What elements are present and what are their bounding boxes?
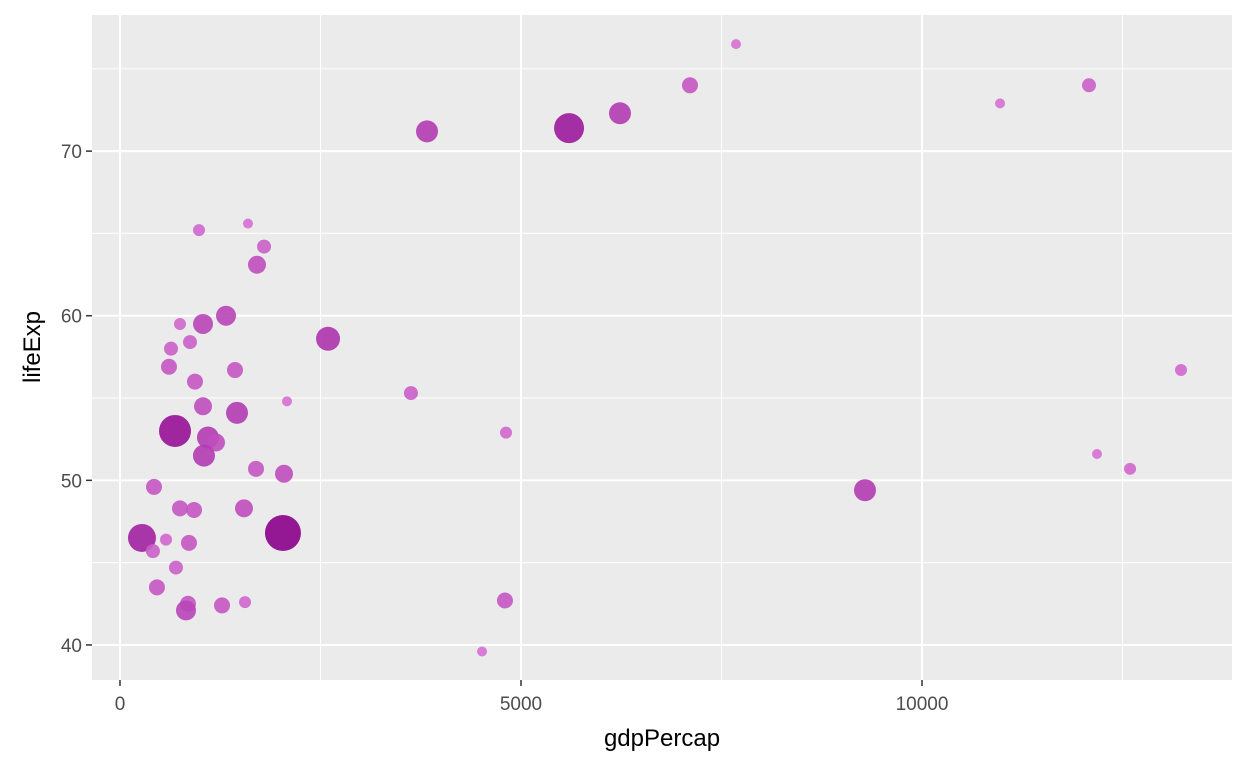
x-tick-label: 5000 — [500, 694, 542, 715]
point — [206, 433, 225, 452]
y-tick-label: 40 — [61, 636, 82, 657]
point — [264, 515, 301, 552]
point — [183, 335, 198, 350]
point — [148, 579, 165, 596]
point — [193, 313, 214, 334]
x-axis-title: gdpPercap — [604, 725, 720, 752]
point — [145, 478, 162, 495]
point — [226, 401, 249, 424]
point — [247, 255, 266, 274]
point — [214, 597, 231, 614]
point — [416, 120, 439, 143]
point — [239, 596, 252, 609]
point — [500, 426, 513, 439]
point — [257, 239, 272, 254]
point — [163, 341, 178, 356]
point — [186, 373, 203, 390]
point — [275, 464, 294, 483]
point — [171, 500, 188, 517]
panel — [92, 15, 1232, 680]
point — [496, 592, 513, 609]
y-tick-label: 60 — [61, 307, 82, 328]
point — [192, 444, 215, 467]
point — [731, 39, 742, 50]
point — [242, 218, 253, 229]
point — [1092, 448, 1103, 459]
point — [1081, 78, 1096, 93]
point — [681, 77, 698, 94]
point — [1174, 364, 1187, 377]
point — [227, 362, 244, 379]
point — [173, 317, 186, 330]
point — [160, 358, 177, 375]
y-axis-title: lifeExp — [19, 311, 46, 383]
point — [168, 560, 183, 575]
point — [1124, 462, 1137, 475]
point — [554, 113, 585, 144]
point — [281, 396, 292, 407]
point — [316, 326, 341, 351]
point — [216, 305, 237, 326]
x-tick-label: 0 — [115, 694, 126, 715]
point — [145, 544, 160, 559]
point — [234, 499, 253, 518]
point — [159, 414, 192, 447]
axes: 0 5000 10000 40 50 60 70 — [61, 142, 949, 715]
point — [160, 533, 173, 546]
point — [180, 534, 197, 551]
point — [248, 460, 265, 477]
point — [127, 523, 156, 552]
point — [186, 501, 203, 518]
points — [127, 39, 1187, 657]
point — [608, 102, 631, 125]
x-tick-label: 10000 — [896, 694, 949, 715]
point — [477, 646, 488, 657]
y-tick-label: 70 — [61, 142, 82, 163]
point — [192, 224, 205, 237]
point — [194, 397, 213, 416]
point — [403, 386, 418, 401]
point — [175, 600, 196, 621]
y-tick-label: 50 — [61, 471, 82, 492]
point — [853, 479, 876, 502]
point — [995, 98, 1006, 109]
